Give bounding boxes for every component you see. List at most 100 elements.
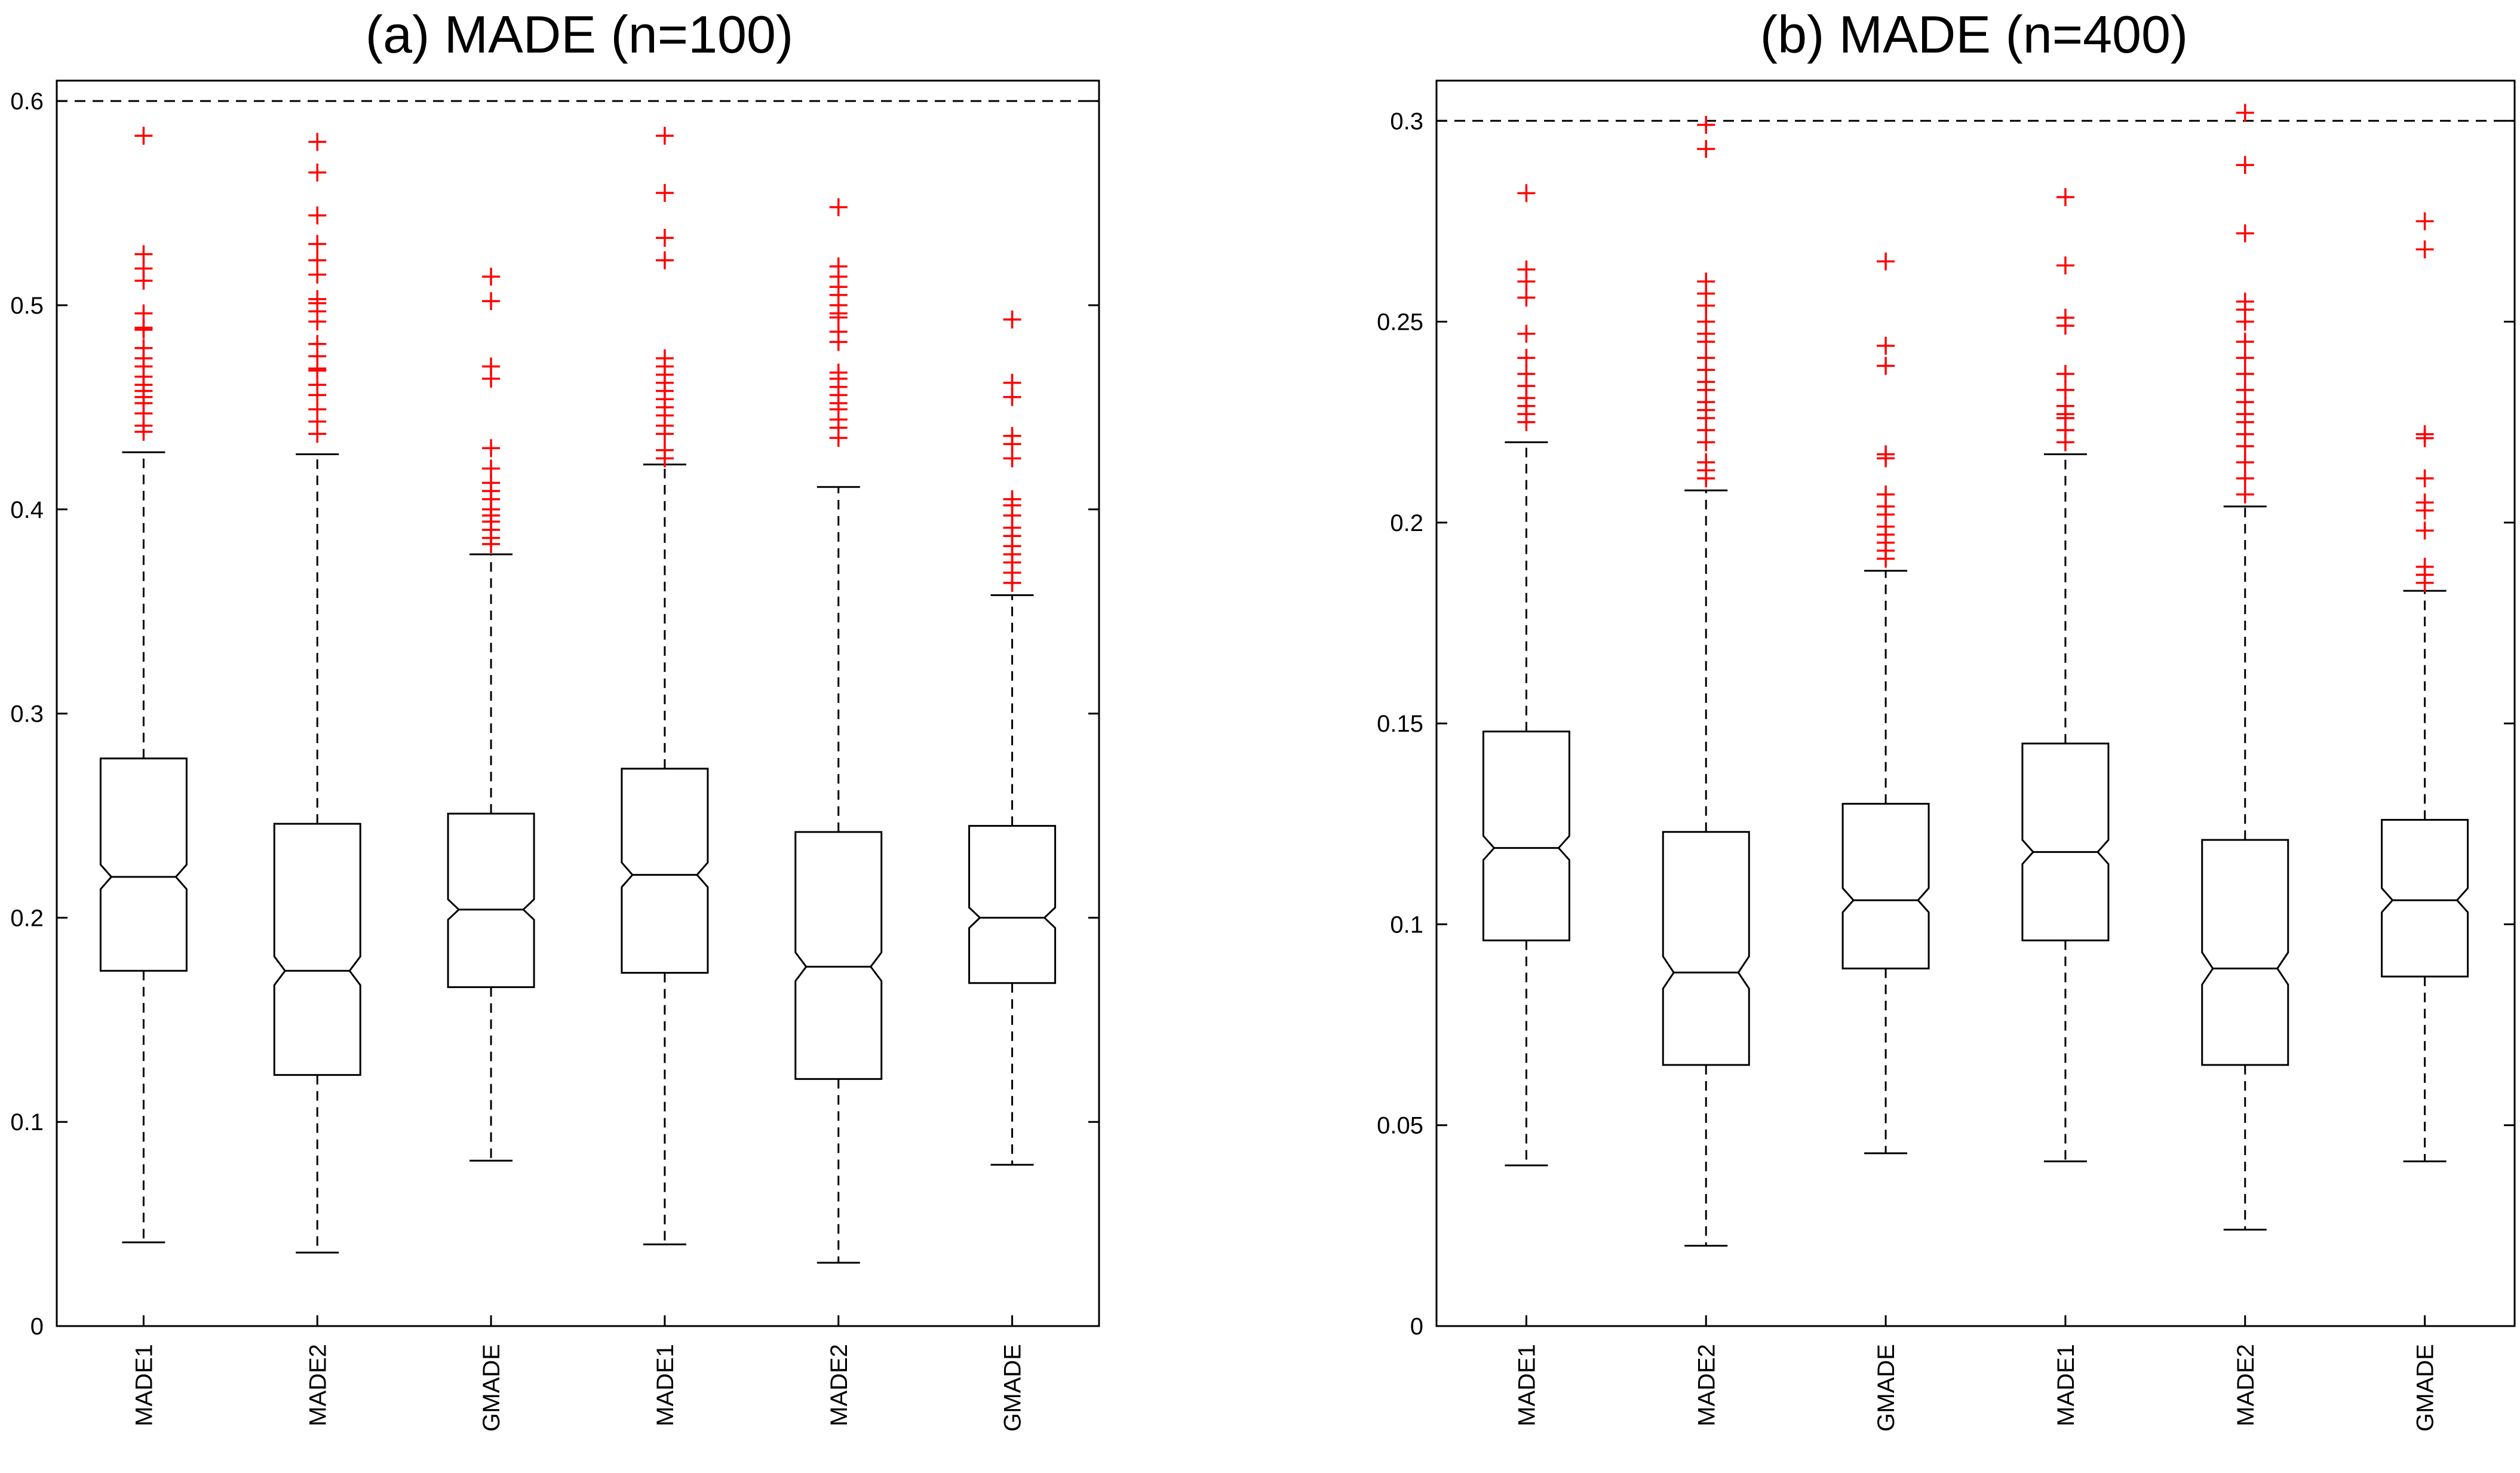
panel-a-category-label: MADE1 (131, 1344, 157, 1426)
panel-b-ytick-label: 0.25 (1377, 309, 1423, 336)
panel-a-ytick-label: 0.1 (10, 1109, 44, 1136)
panel-b-box-1: MADE1 (1482, 184, 1570, 1426)
panel-a-category-label: MADE2 (826, 1344, 852, 1426)
panel-a-box-6: GMADE (968, 310, 1057, 1432)
outlier-marker (1877, 252, 1895, 271)
panel-a-ytick-label: 0.4 (10, 497, 44, 523)
outlier-marker (2056, 380, 2074, 399)
outlier-marker (308, 163, 327, 182)
outlier-marker (2415, 557, 2434, 576)
outlier-marker (2415, 521, 2434, 540)
outlier-marker (2236, 364, 2254, 383)
panel-b-plot-area: 0 0.05 0.1 0.15 0.2 0.25 0.3 MADE1 MADE2 GMADE MAD… (1377, 79, 2516, 1432)
outlier-marker (482, 459, 501, 478)
notched-box (273, 823, 361, 1076)
panel-a-box-1: MADE1 (99, 127, 188, 1426)
outlier-marker (1877, 336, 1895, 355)
outlier-marker (2236, 349, 2254, 367)
outlier-marker (2415, 425, 2434, 443)
panel-a-box-2: MADE2 (273, 133, 361, 1426)
panel-b-box-3: GMADE (1841, 252, 1930, 1432)
panel-a-ytick-label: 0.3 (10, 701, 44, 728)
panel-b-axes-frame (1435, 79, 2516, 1327)
notched-box (2381, 819, 2469, 978)
outlier-marker (2236, 485, 2254, 504)
outlier-marker (2415, 240, 2434, 259)
outlier-marker (2056, 397, 2074, 415)
outlier-marker (134, 127, 153, 145)
outlier-marker (1697, 349, 1715, 367)
outlier-marker (2236, 292, 2254, 311)
outlier-marker (1003, 310, 1021, 329)
outlier-marker (2415, 493, 2434, 512)
outlier-marker (1697, 272, 1715, 291)
panel-b-ytick-label: 0.1 (1390, 912, 1423, 938)
panel-b-box-2: MADE2 (1662, 115, 1750, 1426)
panel-a-category-label: GMADE (478, 1344, 505, 1432)
panel-b-category-label: MADE2 (2233, 1344, 2259, 1426)
outlier-marker (2236, 469, 2254, 487)
outlier-marker (1517, 349, 1536, 367)
panel-b-ytick-label: 0.05 (1377, 1113, 1423, 1139)
outlier-marker (1517, 260, 1536, 279)
outlier-marker (2415, 469, 2434, 487)
outlier-marker (2236, 453, 2254, 471)
outlier-marker (2415, 212, 2434, 231)
panel-b-ytick-label: 0.15 (1377, 711, 1423, 737)
outlier-marker (655, 127, 674, 145)
panel-b-category-label: MADE1 (2053, 1344, 2079, 1426)
outlier-marker (829, 198, 848, 216)
panel-b-box-5: MADE2 (2201, 103, 2289, 1426)
outlier-marker (1517, 364, 1536, 383)
panel-a-box-4: MADE1 (621, 127, 709, 1426)
outlier-marker (2236, 224, 2254, 243)
panel-b-category-label: MADE1 (1514, 1344, 1540, 1426)
panel-a-category-label: MADE1 (652, 1344, 679, 1426)
outlier-marker (1877, 485, 1895, 504)
notched-box (2201, 839, 2289, 1066)
outlier-marker (1697, 140, 1715, 158)
outlier-marker (1697, 312, 1715, 331)
outlier-marker (1003, 490, 1021, 508)
notched-box (968, 825, 1057, 984)
outlier-marker (1517, 289, 1536, 307)
outlier-marker (655, 251, 674, 269)
outlier-marker (1517, 324, 1536, 343)
panel-a-ytick-label: 0 (30, 1314, 44, 1340)
panel-b-box-4: MADE1 (2021, 188, 2110, 1426)
panel-a-box-3: GMADE (447, 268, 535, 1432)
panel-b-category-label: MADE2 (1693, 1344, 1720, 1426)
panel-b-box-6: GMADE (2381, 212, 2469, 1432)
outlier-marker (308, 235, 327, 253)
panel-a-plot-area: 0 0.1 0.2 0.3 0.4 0.5 0.6 MADE1 MADE2 GMADE MADE1 M… (10, 79, 1100, 1432)
notched-box (794, 831, 883, 1080)
outlier-marker (1003, 426, 1021, 445)
panel-b-ytick-label: 0.2 (1390, 510, 1423, 536)
outlier-marker (2236, 156, 2254, 174)
panel-b-title: (b) MADE (n=400) (1760, 5, 2188, 64)
outlier-marker (2236, 380, 2254, 399)
outlier-marker (482, 357, 501, 376)
outlier-marker (1877, 445, 1895, 464)
panel-b-category-label: GMADE (1873, 1344, 1899, 1432)
panel-a-category-label: GMADE (1000, 1344, 1026, 1432)
outlier-marker (2056, 308, 2074, 327)
panel-b: (b) MADE (n=400) 0 0.05 0.1 0.15 0.2 0.25 0.3 M… (1377, 5, 2516, 1432)
outlier-marker (308, 335, 327, 353)
notched-box (1841, 803, 1930, 969)
outlier-marker (655, 441, 674, 459)
outlier-marker (655, 183, 674, 202)
notched-box (1482, 731, 1570, 941)
outlier-marker (2236, 103, 2254, 122)
panel-a-box-5: MADE2 (794, 198, 883, 1426)
outlier-marker (1003, 373, 1021, 392)
panel-a-ytick-label: 0.6 (10, 88, 44, 115)
notched-box (621, 768, 709, 974)
panel-a-ytick-label: 0.5 (10, 293, 44, 319)
outlier-marker (134, 304, 153, 323)
notched-box (447, 812, 535, 989)
outlier-marker (308, 133, 327, 151)
outlier-marker (308, 206, 327, 225)
